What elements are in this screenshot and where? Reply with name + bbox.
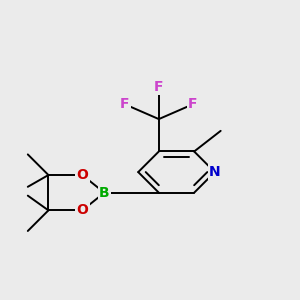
Text: O: O (76, 203, 88, 218)
Text: F: F (120, 98, 130, 111)
Text: F: F (188, 98, 197, 111)
Text: N: N (209, 165, 220, 179)
Text: F: F (154, 80, 164, 94)
Text: B: B (99, 186, 110, 200)
Text: O: O (76, 168, 88, 182)
